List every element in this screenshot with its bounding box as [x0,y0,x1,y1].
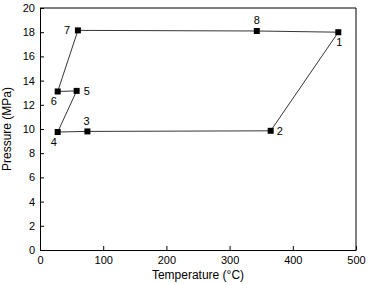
point-label: 5 [84,85,90,97]
tick-label: 0 [29,244,35,256]
tick-label: 200 [158,254,176,266]
tick: 8 [29,147,44,159]
tick-label: 4 [29,196,35,208]
plot: 0100200300400500024681012141618201234567… [23,2,366,266]
marker [335,29,341,35]
tick-label: 400 [284,254,302,266]
x-axis: 0 100 200 300 400 500 [37,246,365,266]
tick-label: 10 [23,123,35,135]
marker [75,27,81,33]
marker [268,128,274,134]
tick: 300 [221,246,239,266]
tick: 4 [29,196,44,208]
tick: 18 [23,26,44,38]
tick-mark [166,246,167,250]
marker [74,88,80,94]
tick-mark [230,246,231,250]
point-label: 2 [277,125,283,137]
marker [55,129,61,135]
point-label: 4 [51,136,57,148]
point-label: 1 [336,36,342,48]
tick-mark [40,226,44,227]
tick: 10 [23,123,44,135]
tick: 100 [95,246,113,266]
tick-mark [40,32,44,33]
tick: 12 [23,99,44,111]
tick-mark [40,56,44,57]
tick-mark [40,105,44,106]
tick-label: 12 [23,99,35,111]
marker [55,88,61,94]
y-axis-title: Pressure (MPa) [0,87,14,171]
chart: 0100200300400500024681012141618201234567… [0,0,370,284]
marker [254,28,260,34]
tick: 16 [23,50,44,62]
tick-label: 16 [23,50,35,62]
tick-label: 300 [221,254,239,266]
tick-mark [40,202,44,203]
tick-label: 20 [23,2,35,14]
y-axis: 0 2 4 6 8 10 12 14 16 18 20 [23,2,44,256]
frame [356,8,357,250]
frame [40,8,356,9]
point-label: 3 [83,115,89,127]
x-axis-title: Temperature (°C) [152,268,244,282]
cycle-line [58,30,339,132]
tick-mark [103,246,104,250]
tick: 0 [29,244,44,256]
point-label: 7 [64,24,70,36]
tick: 200 [158,246,176,266]
tick-mark [40,153,44,154]
tick-mark [40,81,44,82]
tick: 6 [29,171,44,183]
axis-line [41,250,357,251]
tick-mark [40,129,44,130]
point-label: 8 [254,14,260,26]
point-labels: 1 2 3 4 5 6 7 8 [51,14,343,148]
tick-mark [40,177,44,178]
tick-mark [40,250,44,251]
tick-label: 2 [29,220,35,232]
tick: 2 [29,220,44,232]
marker [84,128,90,134]
point-label: 6 [51,95,57,107]
tick-label: 100 [95,254,113,266]
tick: 14 [23,75,44,87]
tick-label: 8 [29,147,35,159]
tick-label: 14 [23,75,35,87]
tick: 400 [284,246,302,266]
tick-mark [293,246,294,250]
marks [55,27,342,135]
tick-label: 500 [347,254,365,266]
tick-label: 0 [37,254,43,266]
tick-label: 18 [23,26,35,38]
tick-label: 6 [29,171,35,183]
